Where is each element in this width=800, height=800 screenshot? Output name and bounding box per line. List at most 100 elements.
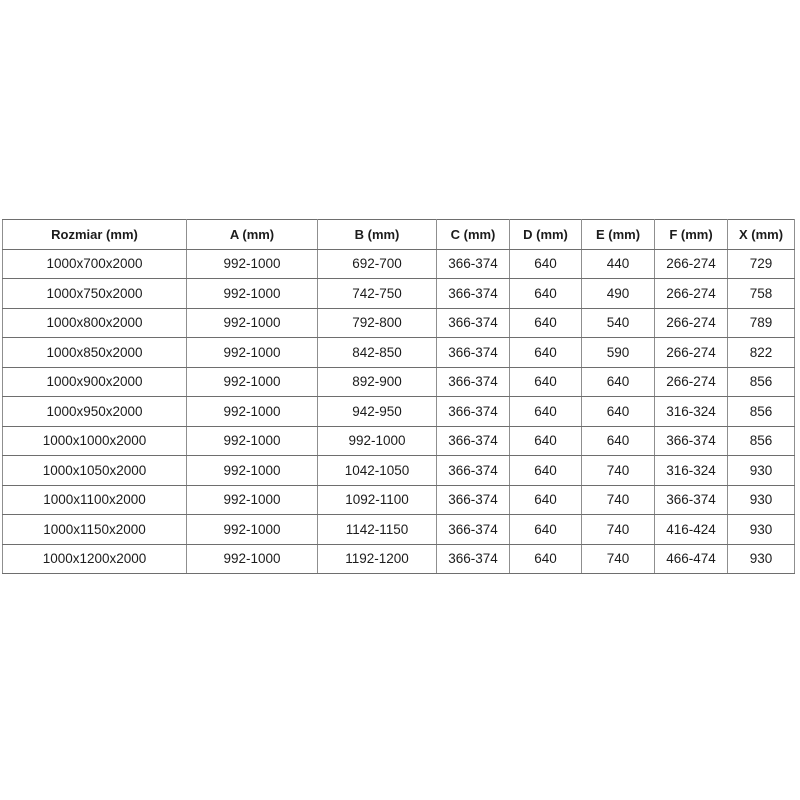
dimension-cell: 856 bbox=[727, 396, 795, 427]
dimension-cell: 366-374 bbox=[436, 396, 510, 427]
dimension-cell: 992-1000 bbox=[186, 543, 318, 574]
dimension-cell: 942-950 bbox=[317, 396, 437, 427]
size-cell: 1000x1000x2000 bbox=[2, 425, 187, 456]
dimension-cell: 640 bbox=[509, 248, 582, 279]
dimension-cell: 366-374 bbox=[436, 278, 510, 309]
dimension-cell: 266-274 bbox=[654, 366, 728, 397]
dimension-cell: 930 bbox=[727, 543, 795, 574]
dimension-cell: 490 bbox=[581, 278, 655, 309]
dimension-cell: 266-274 bbox=[654, 248, 728, 279]
dimension-cell: 1042-1050 bbox=[317, 455, 437, 486]
dimension-cell: 1142-1150 bbox=[317, 514, 437, 545]
dimension-cell: 640 bbox=[581, 425, 655, 456]
dimension-cell: 930 bbox=[727, 455, 795, 486]
dimension-cell: 466-474 bbox=[654, 543, 728, 574]
size-cell: 1000x1150x2000 bbox=[2, 514, 187, 545]
dimension-cell: 992-1000 bbox=[186, 455, 318, 486]
header-cell: A (mm) bbox=[186, 219, 318, 250]
dimension-cell: 740 bbox=[581, 543, 655, 574]
dimension-cell: 590 bbox=[581, 337, 655, 368]
dimensions-table: Rozmiar (mm) A (mm) B (mm) C (mm) D (mm) E (m… bbox=[2, 219, 795, 574]
size-cell: 1000x1100x2000 bbox=[2, 484, 187, 515]
dimension-cell: 640 bbox=[509, 514, 582, 545]
header-cell: Rozmiar (mm) bbox=[2, 219, 187, 250]
dimension-cell: 692-700 bbox=[317, 248, 437, 279]
table-row: 1000x750x2000 992-1000 742-750 366-374 640 49… bbox=[2, 278, 795, 309]
size-cell: 1000x950x2000 bbox=[2, 396, 187, 427]
dimension-cell: 640 bbox=[509, 366, 582, 397]
table-row: 1000x1200x2000 992-1000 1192-1200 366-374 64… bbox=[2, 543, 795, 574]
dimension-cell: 640 bbox=[509, 484, 582, 515]
table-row: 1000x800x2000 992-1000 792-800 366-374 640 54… bbox=[2, 307, 795, 338]
table-row: 1000x700x2000 992-1000 692-700 366-374 640 44… bbox=[2, 248, 795, 279]
dimension-cell: 992-1000 bbox=[186, 248, 318, 279]
dimension-cell: 856 bbox=[727, 425, 795, 456]
dimension-cell: 1192-1200 bbox=[317, 543, 437, 574]
header-cell: X (mm) bbox=[727, 219, 795, 250]
table-row: 1000x1000x2000 992-1000 992-1000 366-374 640… bbox=[2, 425, 795, 456]
dimension-cell: 366-374 bbox=[436, 484, 510, 515]
table-row: 1000x1150x2000 992-1000 1142-1150 366-374 64… bbox=[2, 514, 795, 545]
size-cell: 1000x1050x2000 bbox=[2, 455, 187, 486]
dimension-cell: 792-800 bbox=[317, 307, 437, 338]
dimension-cell: 740 bbox=[581, 484, 655, 515]
dimension-cell: 992-1000 bbox=[186, 307, 318, 338]
dimension-cell: 316-324 bbox=[654, 455, 728, 486]
dimension-cell: 992-1000 bbox=[186, 278, 318, 309]
dimension-cell: 742-750 bbox=[317, 278, 437, 309]
size-cell: 1000x750x2000 bbox=[2, 278, 187, 309]
dimension-cell: 366-374 bbox=[436, 337, 510, 368]
dimension-cell: 992-1000 bbox=[186, 396, 318, 427]
dimension-cell: 992-1000 bbox=[186, 337, 318, 368]
dimension-cell: 789 bbox=[727, 307, 795, 338]
size-cell: 1000x800x2000 bbox=[2, 307, 187, 338]
dimension-cell: 930 bbox=[727, 484, 795, 515]
table-row: 1000x1050x2000 992-1000 1042-1050 366-374 64… bbox=[2, 455, 795, 486]
dimension-cell: 1092-1100 bbox=[317, 484, 437, 515]
table-row: 1000x1100x2000 992-1000 1092-1100 366-374 64… bbox=[2, 484, 795, 515]
dimension-cell: 740 bbox=[581, 514, 655, 545]
table-body: 1000x700x2000 992-1000 692-700 366-374 640 44… bbox=[2, 248, 795, 574]
dimension-cell: 440 bbox=[581, 248, 655, 279]
dimension-cell: 992-1000 bbox=[317, 425, 437, 456]
dimension-cell: 416-424 bbox=[654, 514, 728, 545]
dimension-cell: 822 bbox=[727, 337, 795, 368]
size-cell: 1000x900x2000 bbox=[2, 366, 187, 397]
dimension-cell: 640 bbox=[509, 337, 582, 368]
table-row: 1000x900x2000 992-1000 892-900 366-374 640 64… bbox=[2, 366, 795, 397]
dimension-cell: 640 bbox=[509, 307, 582, 338]
header-row: Rozmiar (mm) A (mm) B (mm) C (mm) D (mm) E (m… bbox=[2, 219, 795, 250]
table-row: 1000x950x2000 992-1000 942-950 366-374 640 64… bbox=[2, 396, 795, 427]
dimension-cell: 740 bbox=[581, 455, 655, 486]
dimension-cell: 316-324 bbox=[654, 396, 728, 427]
header-cell: D (mm) bbox=[509, 219, 582, 250]
dimension-cell: 640 bbox=[581, 396, 655, 427]
dimension-cell: 366-374 bbox=[436, 366, 510, 397]
dimension-cell: 758 bbox=[727, 278, 795, 309]
dimension-cell: 366-374 bbox=[436, 248, 510, 279]
dimension-cell: 992-1000 bbox=[186, 366, 318, 397]
dimension-cell: 366-374 bbox=[436, 455, 510, 486]
header-cell: E (mm) bbox=[581, 219, 655, 250]
dimension-cell: 266-274 bbox=[654, 278, 728, 309]
dimension-cell: 366-374 bbox=[436, 514, 510, 545]
table-row: 1000x850x2000 992-1000 842-850 366-374 640 59… bbox=[2, 337, 795, 368]
dimension-cell: 992-1000 bbox=[186, 514, 318, 545]
dimension-cell: 842-850 bbox=[317, 337, 437, 368]
dimension-cell: 266-274 bbox=[654, 337, 728, 368]
dimension-cell: 540 bbox=[581, 307, 655, 338]
dimension-cell: 992-1000 bbox=[186, 484, 318, 515]
dimension-cell: 930 bbox=[727, 514, 795, 545]
header-cell: F (mm) bbox=[654, 219, 728, 250]
dimension-cell: 729 bbox=[727, 248, 795, 279]
dimension-cell: 640 bbox=[509, 278, 582, 309]
dimension-cell: 366-374 bbox=[436, 307, 510, 338]
dimension-cell: 366-374 bbox=[436, 425, 510, 456]
header-cell: C (mm) bbox=[436, 219, 510, 250]
dimension-cell: 640 bbox=[509, 396, 582, 427]
dimensions-table-container: Rozmiar (mm) A (mm) B (mm) C (mm) D (mm) E (m… bbox=[2, 219, 795, 574]
dimension-cell: 366-374 bbox=[654, 425, 728, 456]
dimension-cell: 892-900 bbox=[317, 366, 437, 397]
size-cell: 1000x700x2000 bbox=[2, 248, 187, 279]
